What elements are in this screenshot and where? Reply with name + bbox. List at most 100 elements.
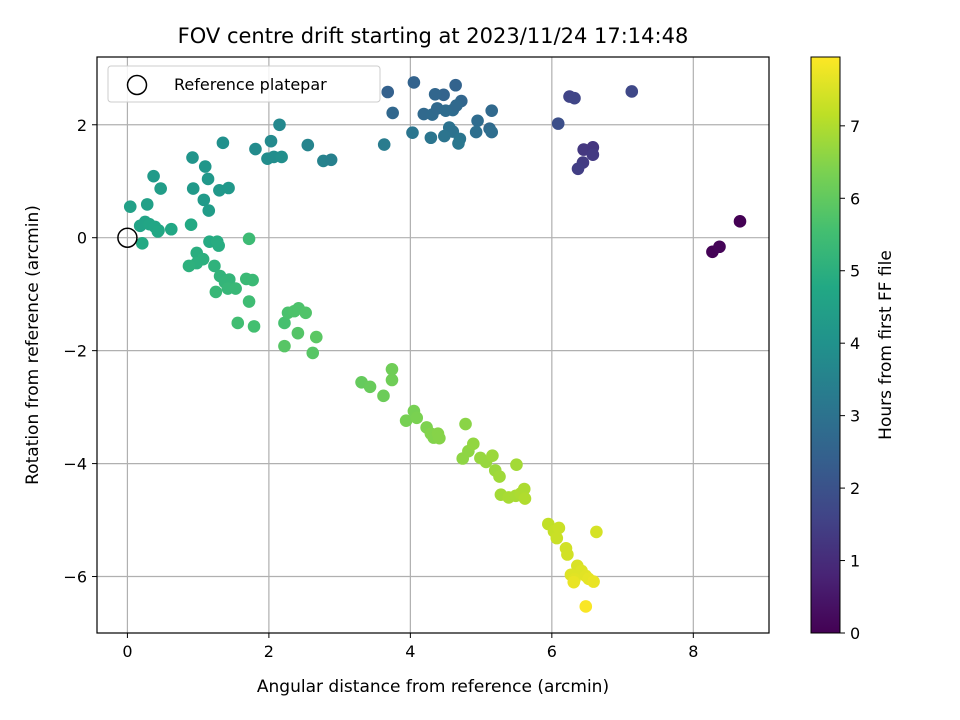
scatter-point	[197, 193, 211, 207]
scatter-point	[406, 126, 419, 139]
scatter-point	[407, 76, 421, 89]
scatter-point	[438, 129, 451, 143]
scatter-point	[424, 131, 438, 145]
scatter-point	[216, 136, 230, 150]
scatter-point	[147, 169, 160, 183]
scatter-point	[590, 525, 603, 539]
scatter-point	[452, 137, 465, 150]
chart-title: FOV centre drift starting at 2023/11/24 …	[178, 24, 689, 48]
scatter-point	[510, 458, 523, 472]
scatter-point	[485, 125, 499, 139]
colorbar	[810, 56, 841, 634]
legend-marker-reference	[126, 74, 148, 96]
scatter-point	[135, 237, 149, 250]
scatter-point	[625, 85, 639, 98]
scatter-point	[242, 232, 256, 246]
scatter-point	[713, 240, 726, 254]
y-axis-label: Rotation from reference (arcmin)	[23, 205, 43, 485]
axis-ticks: 0 2 4 6 8 −6 −4 −2 0 2	[63, 116, 698, 661]
scatter-point	[264, 134, 278, 148]
y-tick-label: −2	[63, 342, 87, 361]
x-tick-label: 2	[264, 642, 274, 661]
x-tick-label: 0	[122, 642, 132, 661]
scatter-point	[229, 282, 242, 295]
scatter-point	[275, 150, 288, 164]
scatter-point	[381, 85, 395, 99]
scatter-point	[486, 449, 499, 462]
scatter-point	[309, 330, 323, 344]
scatter-point	[247, 320, 261, 333]
scatter-point	[202, 204, 216, 217]
scatter-point	[212, 239, 225, 252]
scatter-point	[550, 531, 564, 545]
scatter-point	[386, 106, 399, 120]
scatter-point	[471, 114, 484, 128]
scatter-point	[399, 414, 413, 427]
scatter-point	[198, 160, 212, 173]
scatter-point	[450, 99, 463, 112]
scatter-point	[567, 575, 581, 589]
scatter-point	[184, 218, 198, 232]
scatter-point	[249, 142, 262, 156]
scatter-point	[164, 222, 178, 236]
scatter-point	[278, 316, 291, 330]
colorbar-label: Hours from first FF file	[876, 250, 896, 440]
plot-frame	[96, 56, 770, 634]
scatter-point	[182, 259, 196, 273]
y-tick-label: −4	[63, 455, 87, 474]
x-tick-label: 8	[688, 642, 698, 661]
scatter-point	[586, 148, 600, 161]
scatter-point	[123, 200, 137, 213]
scatter-point	[733, 215, 747, 228]
scatter-point	[291, 326, 305, 340]
x-axis-label: Angular distance from reference (arcmin)	[257, 677, 609, 697]
scatter-point	[208, 259, 221, 273]
colorbar-tick-label: 1	[850, 552, 860, 571]
y-tick-label: −6	[63, 568, 87, 587]
scatter-point	[242, 295, 256, 308]
colorbar-tick-label: 2	[850, 479, 860, 498]
scatter-point	[587, 575, 600, 588]
scatter-point	[299, 306, 312, 320]
scatter-point	[518, 492, 532, 505]
y-tick-label: 0	[77, 229, 87, 248]
scatter-point	[561, 548, 574, 561]
scatter-point	[467, 437, 480, 451]
scatter-point	[186, 151, 199, 164]
scatter-point	[301, 138, 315, 152]
scatter-point	[459, 417, 472, 431]
x-tick-label: 4	[405, 642, 415, 661]
colorbar-ticks: 0 1 2 3 4 5 6 7	[840, 117, 860, 643]
colorbar-tick-label: 3	[850, 407, 860, 426]
scatter-point	[273, 118, 286, 132]
legend: Reference platepar	[107, 65, 381, 103]
scatter-point	[385, 362, 399, 376]
scatter-point	[433, 431, 446, 445]
scatter-point	[469, 125, 483, 139]
legend-label-reference: Reference platepar	[174, 75, 327, 94]
scatter-point	[278, 339, 291, 353]
legend-box	[107, 65, 381, 103]
scatter-point	[571, 162, 585, 176]
reference-point-marker	[117, 227, 138, 248]
scatter-point	[246, 273, 259, 287]
scatter-point	[517, 482, 531, 496]
scatter-point	[493, 470, 506, 483]
colorbar-tick-label: 6	[850, 189, 860, 208]
scatter-point	[306, 346, 320, 360]
scatter-point	[552, 521, 566, 535]
scatter-point	[186, 182, 200, 195]
scatter-point	[410, 411, 424, 425]
y-tick-label: 2	[77, 116, 87, 135]
scatter-point	[324, 153, 338, 167]
scatter-point	[151, 225, 165, 238]
scatter-point	[579, 600, 593, 613]
x-tick-label: 6	[547, 642, 557, 661]
scatter-point	[377, 389, 390, 403]
colorbar-tick-label: 7	[850, 117, 860, 136]
scatter-point	[140, 198, 154, 211]
scatter-point	[428, 87, 442, 101]
colorbar-tick-label: 4	[850, 334, 860, 353]
colorbar-tick-label: 5	[850, 262, 860, 281]
